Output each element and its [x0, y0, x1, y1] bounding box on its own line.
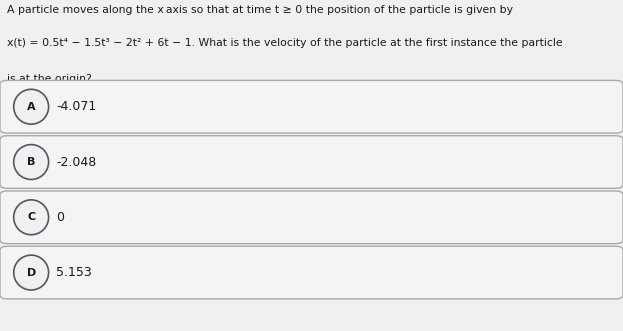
- FancyBboxPatch shape: [0, 136, 623, 188]
- Text: D: D: [27, 267, 36, 278]
- Text: A: A: [27, 102, 36, 112]
- Text: x(t) = 0.5t⁴ − 1.5t³ − 2t² + 6t − 1. What is the velocity of the particle at the: x(t) = 0.5t⁴ − 1.5t³ − 2t² + 6t − 1. Wha…: [7, 38, 563, 48]
- Text: 0: 0: [56, 211, 64, 224]
- Ellipse shape: [14, 89, 49, 124]
- Text: C: C: [27, 212, 36, 222]
- Text: -4.071: -4.071: [56, 100, 97, 113]
- Text: is at the origin?: is at the origin?: [7, 74, 92, 84]
- Text: B: B: [27, 157, 36, 167]
- FancyBboxPatch shape: [0, 246, 623, 299]
- Ellipse shape: [14, 255, 49, 290]
- Ellipse shape: [14, 200, 49, 235]
- FancyBboxPatch shape: [0, 80, 623, 133]
- FancyBboxPatch shape: [0, 191, 623, 244]
- Text: 5.153: 5.153: [56, 266, 92, 279]
- Text: -2.048: -2.048: [56, 156, 97, 168]
- Ellipse shape: [14, 145, 49, 179]
- Text: A particle moves along the x axis so that at time t ≥ 0 the position of the part: A particle moves along the x axis so tha…: [7, 5, 513, 15]
